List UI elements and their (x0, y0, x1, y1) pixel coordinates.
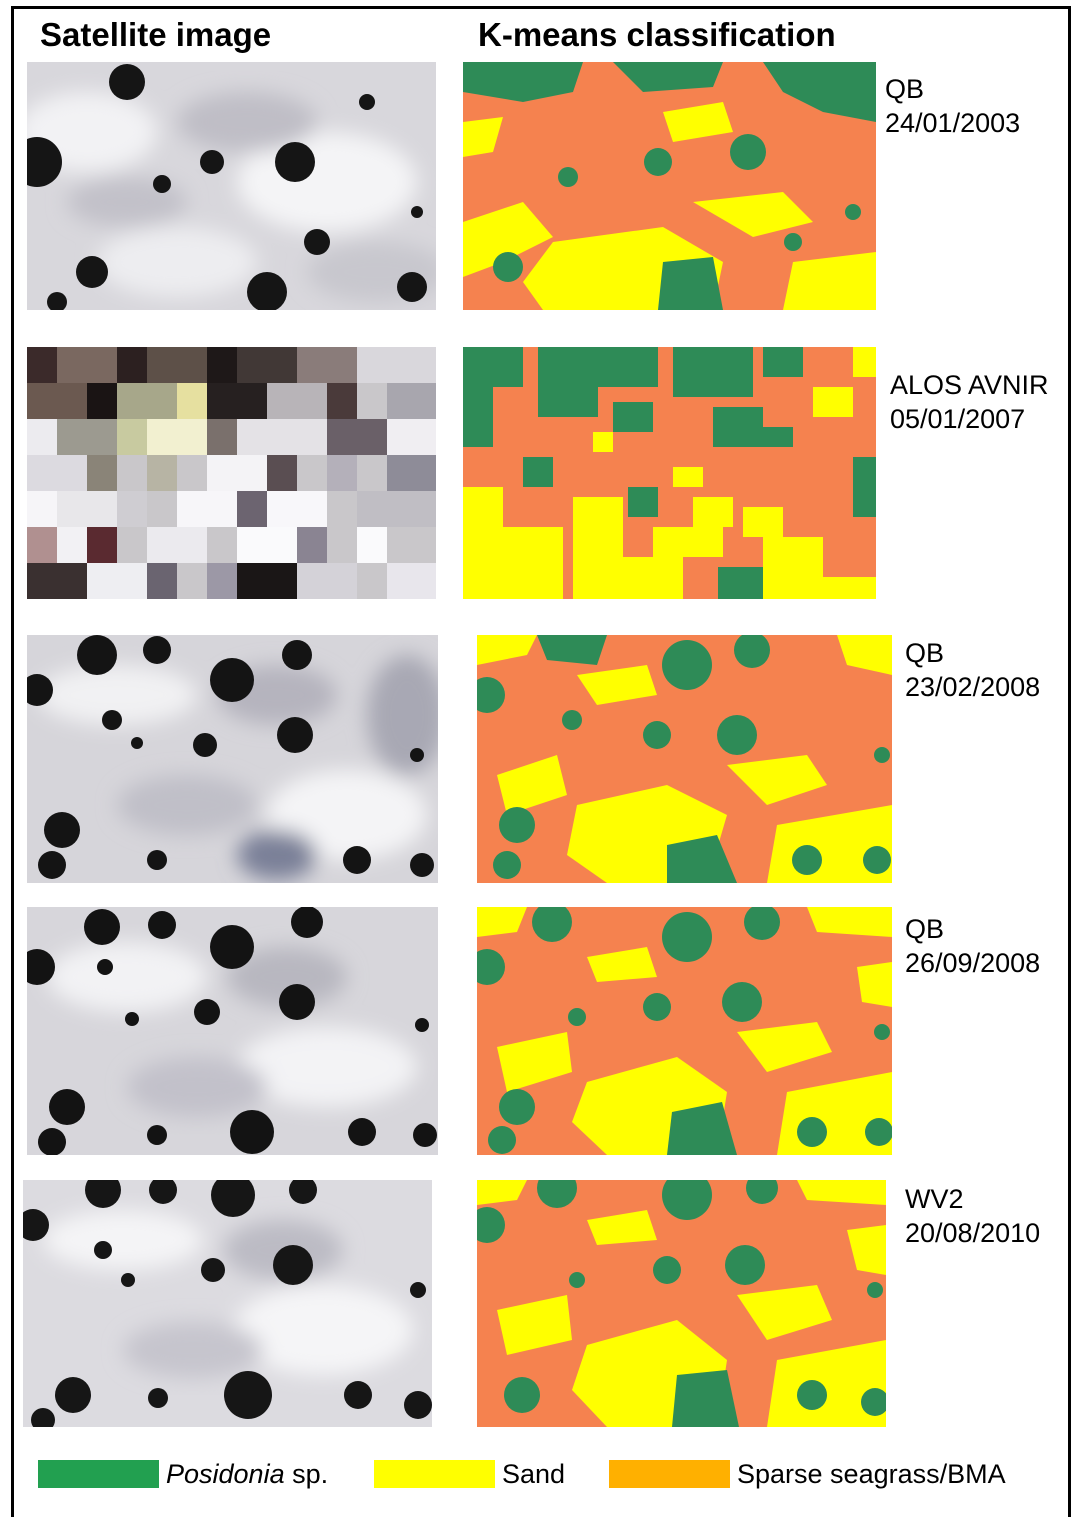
row-4-sensor: QB (905, 914, 945, 944)
satellite-image-2 (27, 347, 436, 599)
figure-frame (11, 6, 1071, 1517)
row-1-label: QB 24/01/2003 (885, 72, 1020, 140)
classification-map-3 (477, 635, 892, 883)
row-3-date: 23/02/2008 (905, 672, 1041, 702)
classification-map-5 (477, 1180, 886, 1427)
legend-swatch-sand (374, 1460, 495, 1488)
legend-label-sand: Sand (502, 1459, 566, 1489)
legend-swatch-sparse-seagrass (609, 1460, 730, 1488)
classification-map-1 (463, 62, 876, 310)
row-1-sensor: QB (885, 74, 925, 104)
row-2-label: ALOS AVNIR 05/01/2007 (890, 368, 1049, 436)
row-5-sensor: WV2 (905, 1184, 964, 1214)
legend-label-sparse-seagrass: Sparse seagrass/BMA (737, 1459, 1006, 1489)
row-5-date: 20/08/2010 (905, 1218, 1041, 1248)
classification-map-2 (463, 347, 876, 599)
classification-map-4 (477, 907, 892, 1155)
legend-label-posidonia: Posidonia sp. (166, 1459, 329, 1489)
row-3-sensor: QB (905, 638, 945, 668)
row-3-label: QB 23/02/2008 (905, 636, 1040, 704)
row-5-label: WV2 20/08/2010 (905, 1182, 1040, 1250)
satellite-image-3 (27, 635, 438, 883)
satellite-image-1 (27, 62, 436, 310)
row-2-sensor: ALOS AVNIR (890, 370, 1049, 400)
classification-column-title: K-means classification (478, 16, 836, 53)
row-4-date: 26/09/2008 (905, 948, 1041, 978)
row-1-date: 24/01/2003 (885, 108, 1021, 138)
legend-swatch-posidonia (38, 1460, 159, 1488)
row-2-date: 05/01/2007 (890, 404, 1026, 434)
satellite-image-4 (27, 907, 438, 1155)
row-4-label: QB 26/09/2008 (905, 912, 1040, 980)
satellite-column-title: Satellite image (40, 16, 272, 53)
satellite-image-5 (23, 1180, 432, 1427)
